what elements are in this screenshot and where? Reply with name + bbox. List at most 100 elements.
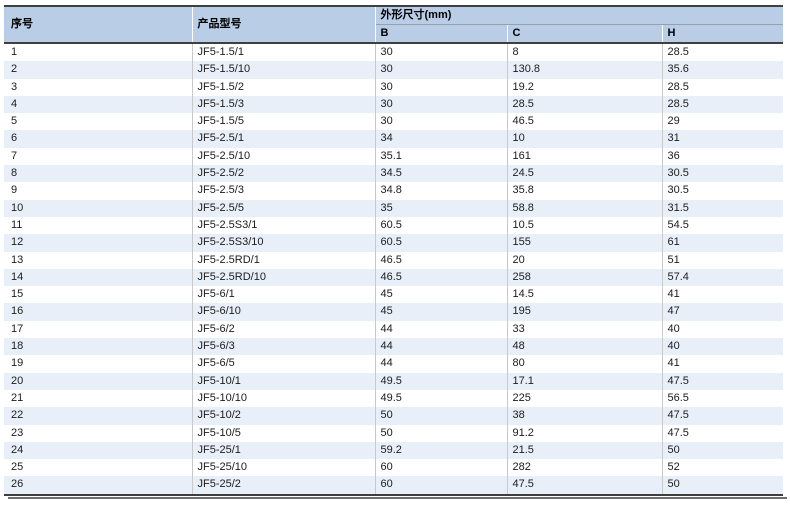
cell-model: JF5-25/1: [192, 441, 376, 460]
cell-index: 21: [4, 389, 193, 408]
column-header-b: B: [375, 24, 508, 44]
table-row: 23 JF5-10/5 50 91.2 47.5: [4, 424, 784, 442]
cell-c: 35.8: [507, 182, 663, 200]
cell-index: 24: [4, 441, 193, 460]
cell-c: 17.1: [507, 372, 663, 390]
cell-h: 52: [667, 461, 680, 474]
cell-b: 30: [375, 95, 508, 114]
table-row: 2 JF5-1.5/10 30 130.8 35.6: [4, 61, 784, 79]
cell-h: 61: [667, 236, 680, 249]
column-header-index: 序号: [4, 6, 193, 44]
cell-b: 49.5: [375, 372, 508, 390]
cell-h: 41: [667, 357, 680, 370]
cell-c: 130.8: [507, 61, 663, 79]
cell-c: 14.5: [507, 286, 663, 304]
cell-model: JF5-2.5/5: [192, 199, 376, 217]
column-header-model: 产品型号: [192, 6, 376, 44]
cell-h: 31.5: [667, 201, 689, 214]
cell-index: 13: [4, 251, 193, 269]
cell-c: 47.5: [507, 476, 663, 495]
cell-b: 60.5: [375, 216, 508, 235]
table-row: 22 JF5-10/2 50 38 47.5: [4, 407, 784, 425]
cell-c: 282: [507, 459, 663, 477]
cell-h: 40: [667, 322, 680, 335]
cell-model: JF5-6/1: [192, 286, 376, 304]
cell-c: 20: [507, 251, 663, 269]
cell-index: 5: [4, 113, 193, 131]
cell-model: JF5-6/2: [192, 320, 376, 339]
table-row: 7 JF5-2.5/10 35.1 161 36: [4, 147, 784, 166]
table-row: 21 JF5-10/10 49.5 225 56.5: [4, 389, 784, 408]
cell-index: 2: [4, 61, 193, 79]
column-header-h: H: [662, 24, 784, 44]
cell-c: 8: [507, 43, 663, 62]
cell-index: 22: [4, 407, 193, 425]
cell-b: 30: [375, 43, 508, 62]
cell-b: 60.5: [375, 234, 508, 252]
table-row: 15 JF5-6/1 45 14.5 41: [4, 286, 784, 304]
table-row: 24 JF5-25/1 59.2 21.5 50: [4, 441, 784, 460]
cell-b: 50: [375, 424, 508, 442]
cell-model: JF5-2.5S3/1: [192, 216, 376, 235]
cell-index: 23: [4, 424, 193, 442]
cell-h: 50: [667, 443, 680, 456]
product-dimension-table-wrap: 序号 产品型号 外形尺寸(mm) B C H 1 JF5-1.5/1 30 8 28.5…: [4, 5, 787, 499]
cell-model: JF5-1.5/1: [192, 43, 376, 62]
table-row: 8 JF5-2.5/2 34.5 24.5 30.5: [4, 165, 784, 183]
column-header-dimensions-group: 外形尺寸(mm): [375, 6, 784, 25]
table-row: 5 JF5-1.5/5 30 46.5 29: [4, 113, 784, 131]
cell-index: 19: [4, 355, 193, 373]
cell-c: 80: [507, 355, 663, 373]
header-row-group: 序号 产品型号 外形尺寸(mm): [4, 6, 784, 44]
cell-index: 6: [4, 130, 193, 148]
cell-model: JF5-1.5/10: [192, 61, 376, 79]
cell-h: 28.5: [667, 97, 689, 110]
table-row: 14 JF5-2.5RD/10 46.5 258 57.4: [4, 268, 784, 287]
table-body: 1 JF5-1.5/1 30 8 28.5 2 JF5-1.5/10 30 130.8 35.6 3…: [4, 43, 784, 495]
cell-model: JF5-2.5/3: [192, 182, 376, 200]
cell-b: 30: [375, 113, 508, 131]
cell-h: 56.5: [667, 391, 689, 404]
cell-model: JF5-10/10: [192, 389, 376, 408]
cell-c: 155: [507, 234, 663, 252]
cell-b: 60: [375, 476, 508, 495]
cell-model: JF5-25/10: [192, 459, 376, 477]
cell-c: 33: [507, 320, 663, 339]
cell-model: JF5-6/3: [192, 338, 376, 356]
cell-h: 47: [667, 305, 680, 318]
cell-model: JF5-2.5/2: [192, 165, 376, 183]
cell-index: 8: [4, 165, 193, 183]
cell-b: 44: [375, 338, 508, 356]
cell-h: 47.5: [667, 409, 689, 422]
cell-index: 14: [4, 268, 193, 287]
cell-c: 19.2: [507, 78, 663, 96]
cell-b: 34.8: [375, 182, 508, 200]
cell-b: 35: [375, 199, 508, 217]
cell-model: JF5-10/2: [192, 407, 376, 425]
cell-b: 49.5: [375, 389, 508, 408]
cell-model: JF5-2.5RD/1: [192, 251, 376, 269]
cell-model: JF5-2.5S3/10: [192, 234, 376, 252]
cell-h: 50: [667, 478, 680, 491]
cell-model: JF5-6/10: [192, 303, 376, 321]
column-header-c: C: [507, 24, 663, 44]
cell-c: 38: [507, 407, 663, 425]
cell-model: JF5-2.5/1: [192, 130, 376, 148]
table-row: 13 JF5-2.5RD/1 46.5 20 51: [4, 251, 784, 269]
cell-c: 161: [507, 147, 663, 166]
cell-index: 16: [4, 303, 193, 321]
cell-index: 25: [4, 459, 193, 477]
table-row: 20 JF5-10/1 49.5 17.1 47.5: [4, 372, 784, 390]
cell-b: 50: [375, 407, 508, 425]
cell-index: 4: [4, 95, 193, 114]
cell-b: 30: [375, 61, 508, 79]
table-row: 12 JF5-2.5S3/10 60.5 155 61: [4, 234, 784, 252]
cell-c: 225: [507, 389, 663, 408]
table-row: 25 JF5-25/10 60 282 52: [4, 459, 784, 477]
cell-c: 46.5: [507, 113, 663, 131]
cell-model: JF5-2.5RD/10: [192, 268, 376, 287]
cell-index: 18: [4, 338, 193, 356]
cell-index: 17: [4, 320, 193, 339]
cell-h: 29: [667, 115, 680, 128]
cell-h: 57.4: [667, 270, 689, 283]
